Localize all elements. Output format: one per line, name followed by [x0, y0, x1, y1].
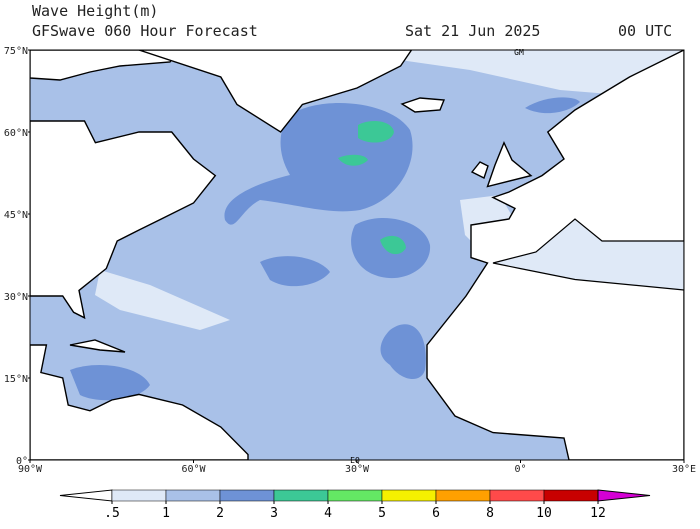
lon-label: 0° [514, 464, 526, 475]
lat-label: 75°N [4, 46, 28, 57]
lon-label: 60°W [181, 464, 206, 475]
colorbar-label: 4 [324, 506, 332, 521]
colorbar-segment [435, 489, 491, 502]
greenland [138, 50, 413, 133]
colorbar-segment [219, 489, 275, 502]
high-wave-zone [338, 154, 368, 166]
equator-label: EQ [350, 456, 360, 465]
colorbar-segment [111, 489, 167, 502]
lon-label: 30°W [345, 464, 370, 475]
colorbar-over [597, 489, 651, 502]
colorbar-segment [381, 489, 437, 502]
moderate-wave-zone [260, 256, 330, 287]
colorbar-label: 1 [162, 506, 170, 521]
title: Wave Height(m) [32, 2, 158, 20]
colorbar-label: 8 [486, 506, 494, 521]
moderate-wave-zone [70, 365, 150, 401]
colorbar-label: .5 [104, 506, 120, 521]
iceland [400, 97, 446, 113]
subtitle: GFSwave 060 Hour Forecast [32, 22, 258, 40]
colorbar-under [59, 489, 113, 502]
cuba [69, 339, 126, 353]
colorbar-segment [543, 489, 599, 502]
axis-labels: 75°N60°N45°N30°N15°N0°90°W 60°W 30°W 0° 30°E… [4, 46, 696, 475]
lon-label: 30°E [672, 464, 696, 475]
high-wave-zone [358, 120, 394, 143]
lon-label: 90°W [18, 464, 43, 475]
colorbar-label: 6 [432, 506, 440, 521]
lat-label: 30°N [4, 292, 28, 303]
lat-label: 15°N [4, 374, 28, 385]
colorbar-segment [165, 489, 221, 502]
north-america [30, 120, 217, 320]
date: Sat 21 Jun 2025 [405, 22, 540, 40]
moderate-wave-zone [525, 97, 580, 114]
mediterranean [492, 218, 684, 291]
ireland [470, 161, 489, 179]
high-wave-zone [380, 235, 406, 255]
central-south-america [30, 344, 249, 460]
time: 00 UTC [618, 22, 672, 40]
colorbar: .5 1 2 3 4 5 6 8 10 12 [59, 489, 651, 521]
colorbar-segment [327, 489, 383, 502]
lat-label: 0° [16, 456, 28, 467]
map-area [30, 50, 684, 460]
colorbar-segment [273, 489, 329, 502]
low-wave-band [30, 50, 684, 100]
great-britain [486, 140, 533, 188]
colorbar-label: 10 [536, 506, 552, 521]
colorbar-label: 12 [590, 506, 606, 521]
colorbar-segment [489, 489, 545, 502]
lat-label: 45°N [4, 210, 28, 221]
meridian-label: GM [514, 48, 524, 57]
low-wave-band [95, 270, 230, 330]
colorbar-label: 2 [216, 506, 224, 521]
moderate-wave-zone [380, 324, 426, 380]
colorbar-label: 5 [378, 506, 386, 521]
colorbar-label: 3 [270, 506, 278, 521]
lat-label: 60°N [4, 128, 28, 139]
